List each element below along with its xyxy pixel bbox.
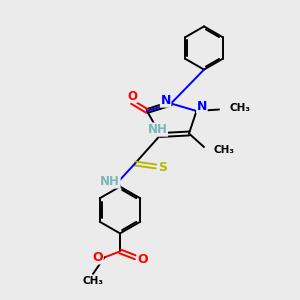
Text: S: S xyxy=(158,160,167,174)
Text: O: O xyxy=(127,89,137,103)
Text: O: O xyxy=(92,251,103,264)
Text: N: N xyxy=(197,100,207,113)
Text: NH: NH xyxy=(100,175,120,188)
Text: CH₃: CH₃ xyxy=(82,275,103,286)
Text: N: N xyxy=(160,94,171,107)
Text: O: O xyxy=(137,253,148,266)
Text: CH₃: CH₃ xyxy=(230,103,250,113)
Text: CH₃: CH₃ xyxy=(213,145,234,155)
Text: NH: NH xyxy=(148,123,167,136)
